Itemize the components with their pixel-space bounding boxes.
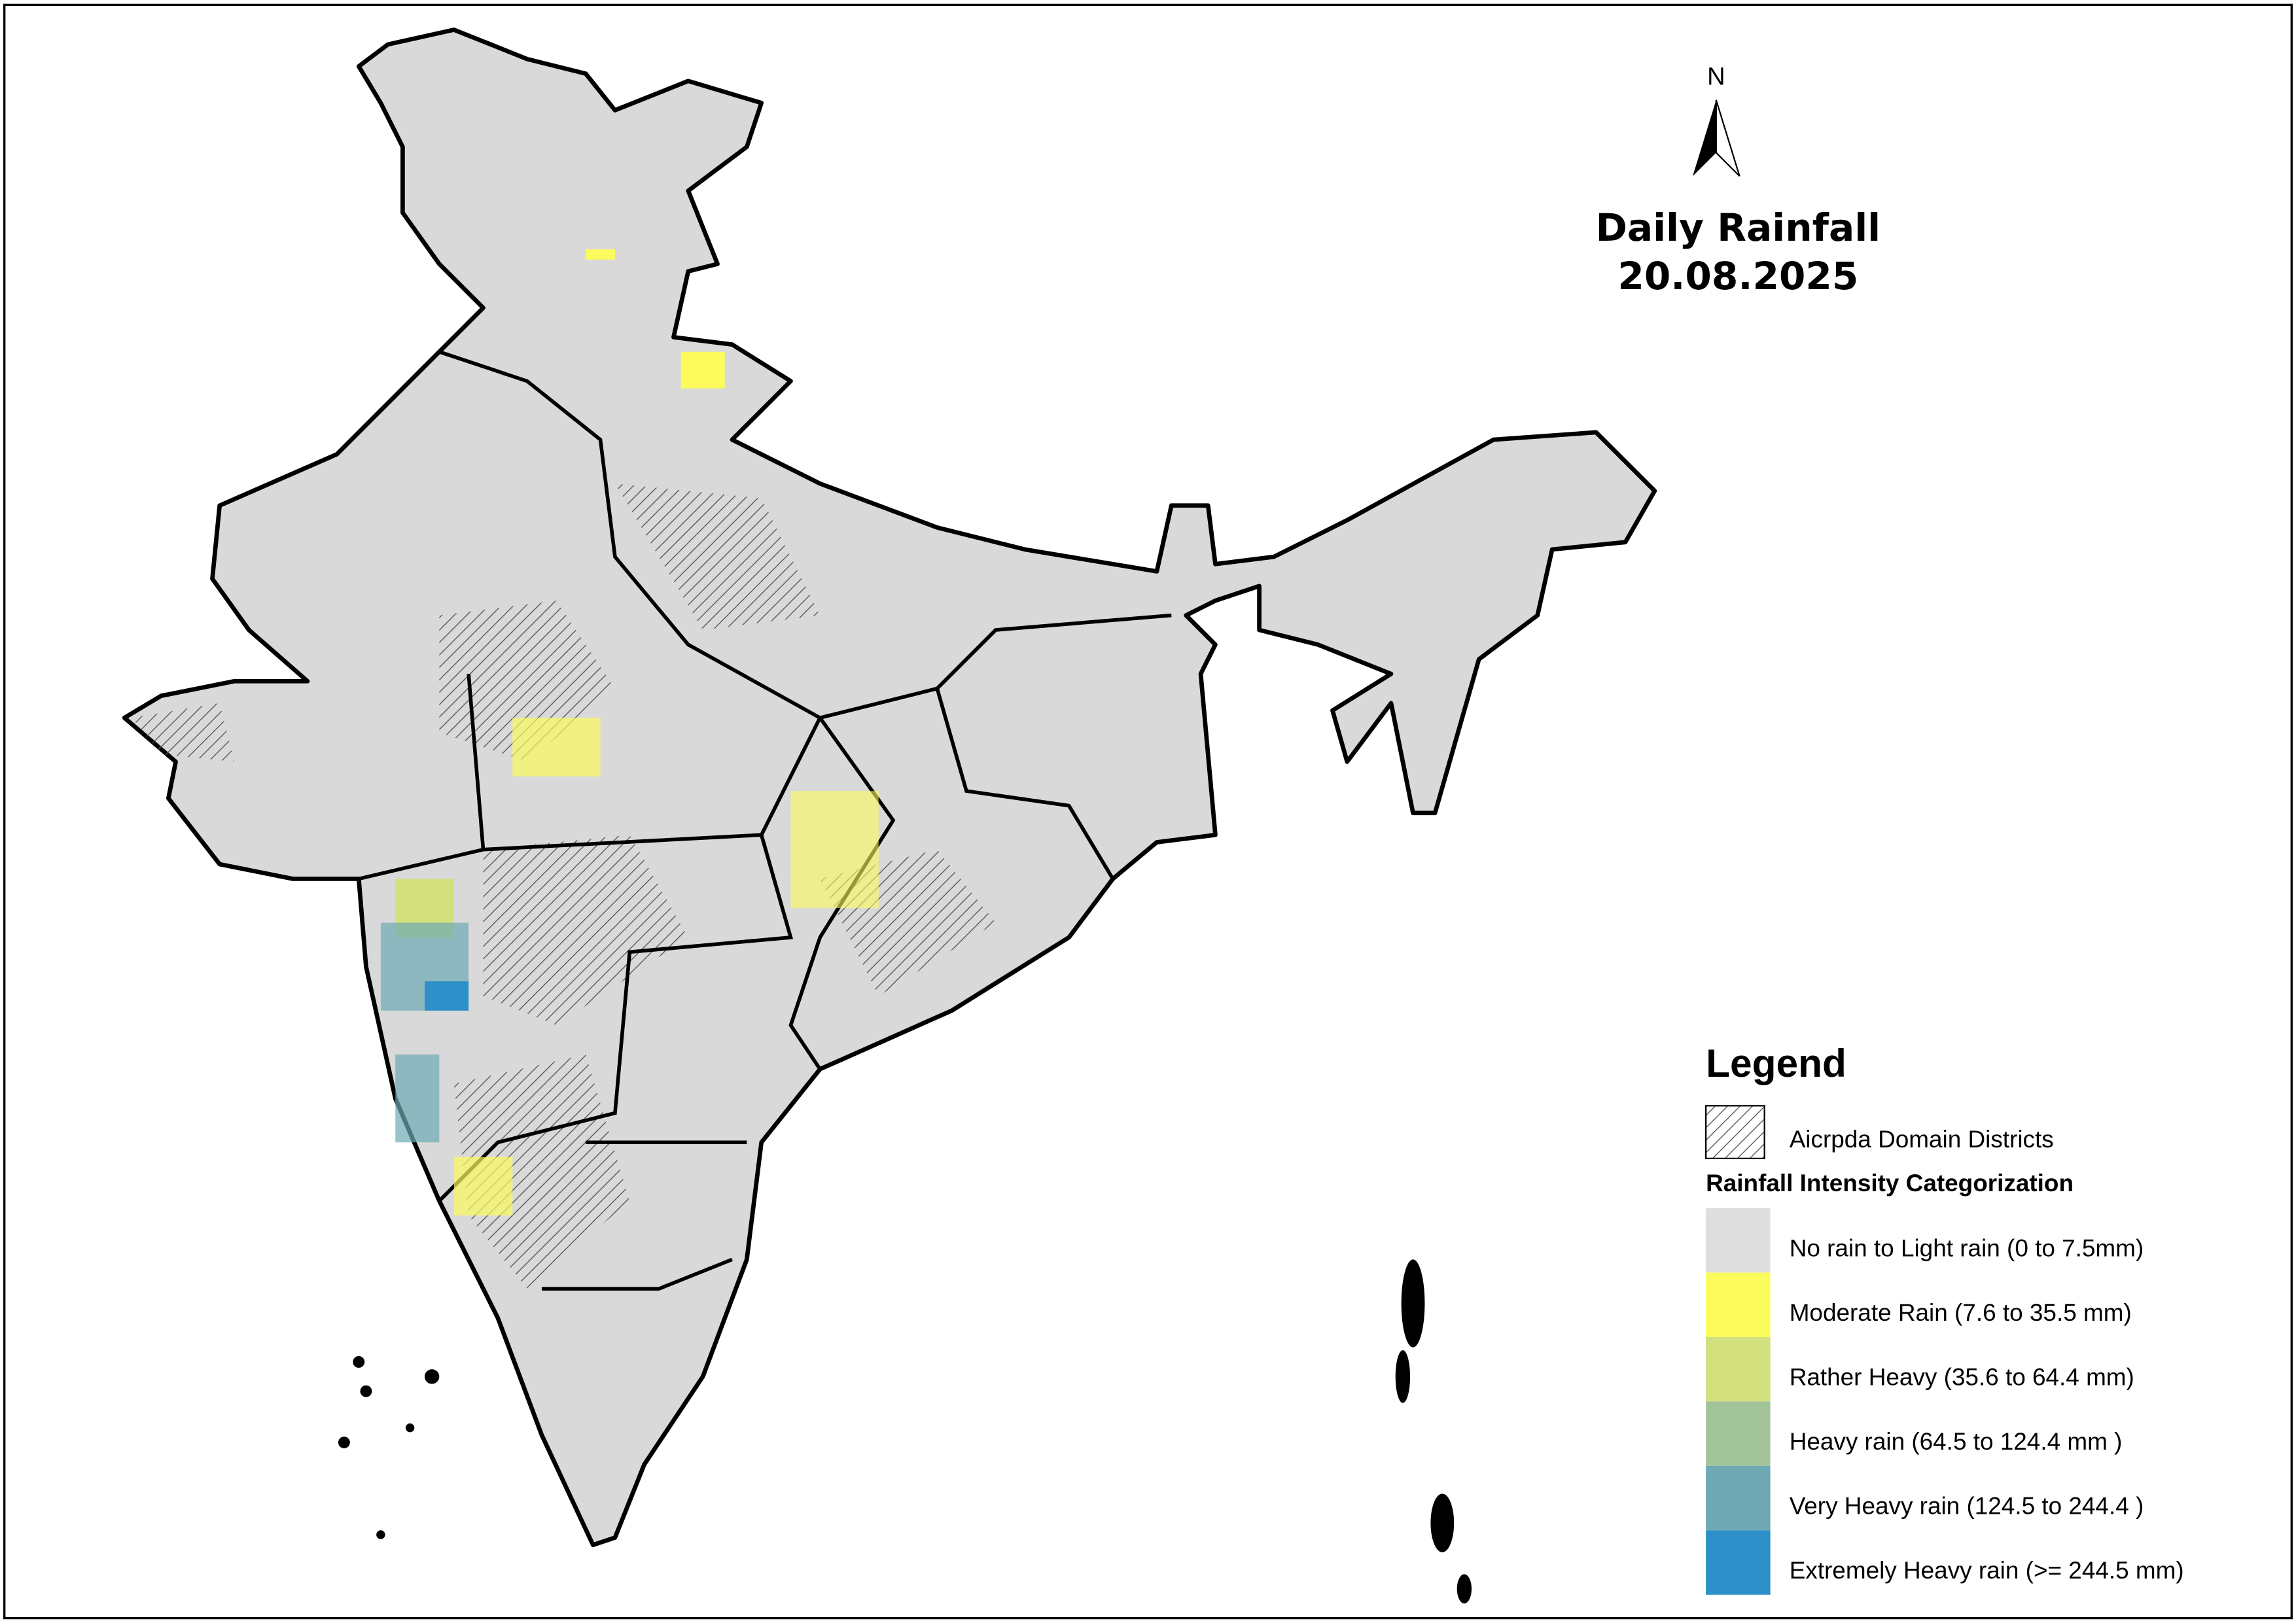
legend-swatch xyxy=(1706,1336,1771,1402)
map-date: 20.08.2025 xyxy=(1617,254,1858,298)
rain-cells xyxy=(380,249,879,1216)
legend-label: No rain to Light rain (0 to 7.5mm) xyxy=(1790,1235,2144,1262)
legend-swatch xyxy=(1706,1208,1771,1273)
legend-label: Heavy rain (64.5 to 124.4 mm ) xyxy=(1790,1428,2123,1455)
category-heading: Rainfall Intensity Categorization xyxy=(1706,1170,2074,1196)
legend-swatch xyxy=(1706,1401,1771,1466)
state-borders xyxy=(358,350,1172,1291)
north-label: N xyxy=(1707,63,1725,90)
north-arrow-right xyxy=(1715,99,1740,177)
map-title: Daily Rainfall xyxy=(1596,205,1881,250)
north-arrow-left xyxy=(1692,99,1716,177)
legend-label: Rather Heavy (35.6 to 64.4 mm) xyxy=(1790,1364,2134,1391)
legend-swatch xyxy=(1706,1272,1771,1337)
legend-label: Moderate Rain (7.6 to 35.5 mm) xyxy=(1790,1299,2132,1326)
india-map xyxy=(122,27,1657,1604)
legend-title: Legend xyxy=(1706,1041,1846,1085)
legend-swatch xyxy=(1706,1530,1771,1595)
legend-label: Extremely Heavy rain (>= 244.5 mm) xyxy=(1790,1557,2184,1584)
hatch-swatch xyxy=(1705,1105,1765,1159)
legend-swatch xyxy=(1706,1465,1771,1531)
legend: Legend Aicrpda Domain Districts Rainfall… xyxy=(1705,1041,2184,1595)
hatch-label: Aicrpda Domain Districts xyxy=(1790,1126,2054,1153)
legend-label: Very Heavy rain (124.5 to 244.4 ) xyxy=(1790,1493,2144,1520)
north-arrow: N xyxy=(1692,63,1740,177)
islands xyxy=(338,1259,1472,1604)
